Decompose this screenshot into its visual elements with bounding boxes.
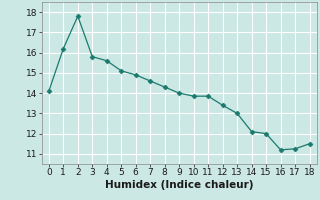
X-axis label: Humidex (Indice chaleur): Humidex (Indice chaleur): [105, 180, 253, 190]
